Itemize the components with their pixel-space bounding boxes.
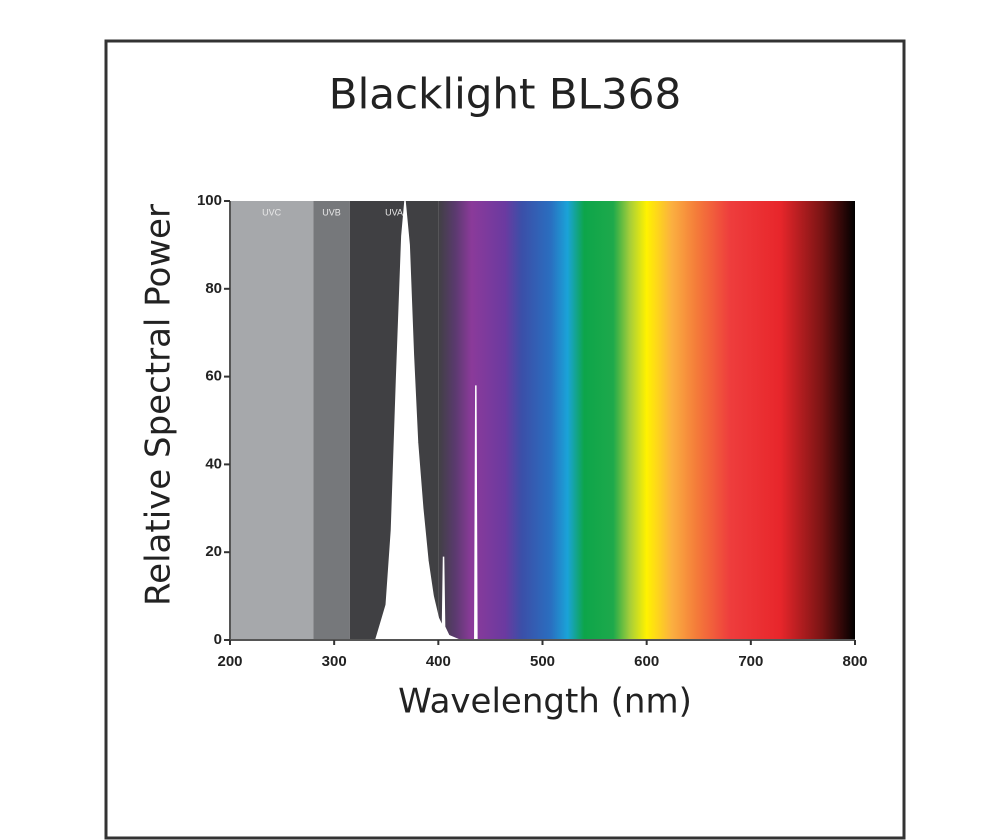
x-tick-label: 200 xyxy=(217,653,242,670)
x-tick-label: 400 xyxy=(426,653,451,670)
chart-title: Blacklight BL368 xyxy=(329,70,681,119)
x-tick-label: 700 xyxy=(738,653,763,670)
region-label: UVC xyxy=(262,207,282,217)
y-tick-label: 20 xyxy=(205,543,222,560)
y-axis-label: Relative Spectral Power xyxy=(139,204,179,606)
x-tick-label: 600 xyxy=(634,653,659,670)
region-band xyxy=(230,201,314,640)
region-band xyxy=(313,201,350,640)
visible-spectrum xyxy=(438,201,855,640)
y-tick-label: 40 xyxy=(205,455,222,472)
y-tick-label: 100 xyxy=(197,192,222,209)
region-label: UVA xyxy=(385,207,403,217)
spectrum-area xyxy=(374,200,480,641)
x-tick-label: 800 xyxy=(842,653,867,670)
y-tick-label: 80 xyxy=(205,280,222,297)
x-tick-label: 300 xyxy=(322,653,347,670)
region-label: UVB xyxy=(322,207,341,217)
x-tick-label: 500 xyxy=(530,653,555,670)
y-tick-label: 0 xyxy=(214,631,222,648)
x-axis-label: Wavelength (nm) xyxy=(398,682,692,722)
frame xyxy=(104,39,906,840)
y-tick-label: 60 xyxy=(205,368,222,385)
